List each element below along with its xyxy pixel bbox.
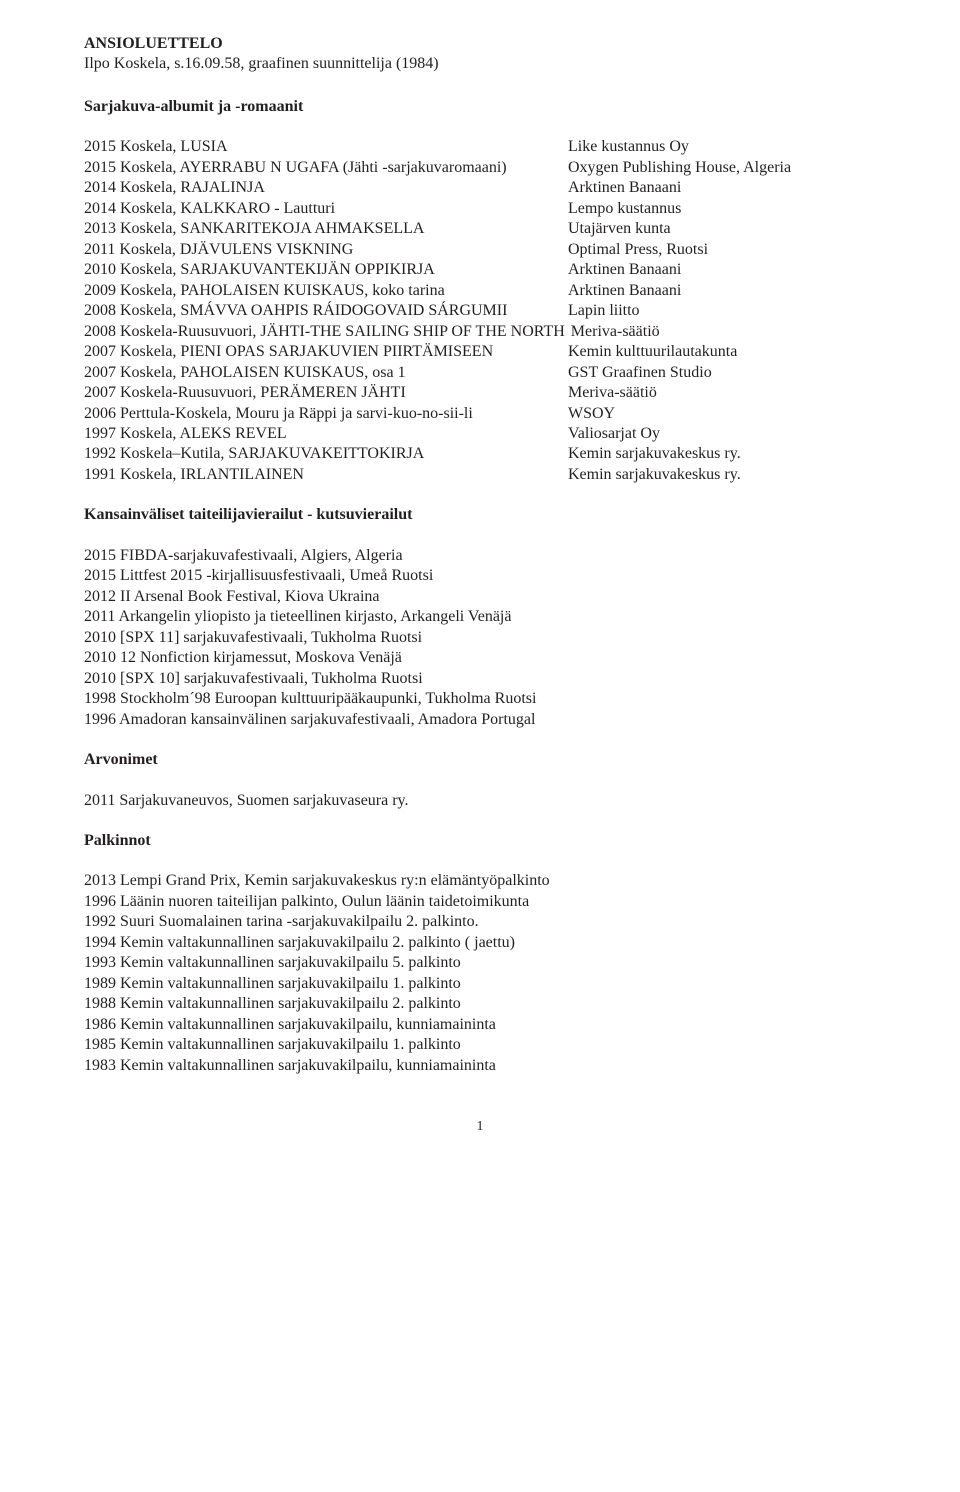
album-publisher: GST Graafinen Studio <box>568 363 876 383</box>
list-item: 1994 Kemin valtakunnallinen sarjakuvakil… <box>84 933 876 953</box>
album-entry: 2008 Koskela, SMÁVVA OAHPIS RÁIDOGOVAID … <box>84 301 568 321</box>
list-item: 2007 Koskela, PAHOLAISEN KUISKAUS, osa 1… <box>84 363 876 383</box>
list-item: 1998 Stockholm´98 Euroopan kulttuuripääk… <box>84 689 876 709</box>
album-entry: 1991 Koskela, IRLANTILAINEN <box>84 465 568 485</box>
list-item: 2009 Koskela, PAHOLAISEN KUISKAUS, koko … <box>84 281 876 301</box>
section-title-visits: Kansainväliset taiteilijavierailut - kut… <box>84 505 876 525</box>
album-entry: 2014 Koskela, KALKKARO - Lautturi <box>84 199 568 219</box>
list-item: 2008 Koskela-Ruusuvuori, JÄHTI-THE SAILI… <box>84 322 876 342</box>
list-item: 1996 Amadoran kansainvälinen sarjakuvafe… <box>84 710 876 730</box>
list-item: 2013 Koskela, SANKARITEKOJA AHMAKSELLAUt… <box>84 219 876 239</box>
list-item: 2014 Koskela, KALKKARO - LautturiLempo k… <box>84 199 876 219</box>
page-number: 1 <box>84 1118 876 1136</box>
section-title-titles: Arvonimet <box>84 750 876 770</box>
album-entry: 2011 Koskela, DJÄVULENS VISKNING <box>84 240 568 260</box>
section-title-awards: Palkinnot <box>84 831 876 851</box>
list-item: 2015 Koskela, AYERRABU N UGAFA (Jähti -s… <box>84 158 876 178</box>
list-item: 1996 Läänin nuoren taiteilijan palkinto,… <box>84 892 876 912</box>
album-publisher: WSOY <box>568 404 876 424</box>
list-item: 2015 Koskela, LUSIALike kustannus Oy <box>84 137 876 157</box>
list-item: 2010 [SPX 10] sarjakuvafestivaali, Tukho… <box>84 669 876 689</box>
albums-list: 2015 Koskela, LUSIALike kustannus Oy2015… <box>84 137 876 485</box>
document-title: ANSIOLUETTELO <box>84 34 876 54</box>
album-publisher: Utajärven kunta <box>568 219 876 239</box>
album-publisher: Lapin liitto <box>568 301 876 321</box>
list-item: 2010 12 Nonfiction kirjamessut, Moskova … <box>84 648 876 668</box>
album-entry: 1997 Koskela, ALEKS REVEL <box>84 424 568 444</box>
list-item: 1992 Koskela–Kutila, SARJAKUVAKEITTOKIRJ… <box>84 444 876 464</box>
album-publisher: Arktinen Banaani <box>568 260 876 280</box>
album-publisher: Arktinen Banaani <box>568 178 876 198</box>
awards-list: 2013 Lempi Grand Prix, Kemin sarjakuvake… <box>84 871 876 1076</box>
album-publisher: Kemin sarjakuvakeskus ry. <box>568 465 876 485</box>
visits-list: 2015 FIBDA-sarjakuvafestivaali, Algiers,… <box>84 546 876 730</box>
album-publisher: Lempo kustannus <box>568 199 876 219</box>
list-item: 1992 Suuri Suomalainen tarina -sarjakuva… <box>84 912 876 932</box>
list-item: 2007 Koskela, PIENI OPAS SARJAKUVIEN PII… <box>84 342 876 362</box>
list-item: 1993 Kemin valtakunnallinen sarjakuvakil… <box>84 953 876 973</box>
album-entry: 2013 Koskela, SANKARITEKOJA AHMAKSELLA <box>84 219 568 239</box>
list-item: 2011 Arkangelin yliopisto ja tieteelline… <box>84 607 876 627</box>
list-item: 2011 Sarjakuvaneuvos, Suomen sarjakuvase… <box>84 791 876 811</box>
list-item: 1986 Kemin valtakunnallinen sarjakuvakil… <box>84 1015 876 1035</box>
album-entry: 2006 Perttula-Koskela, Mouru ja Räppi ja… <box>84 404 568 424</box>
album-publisher: Kemin sarjakuvakeskus ry. <box>568 444 876 464</box>
album-publisher: Optimal Press, Ruotsi <box>568 240 876 260</box>
album-entry: 2015 Koskela, LUSIA <box>84 137 568 157</box>
album-entry: 2015 Koskela, AYERRABU N UGAFA (Jähti -s… <box>84 158 568 178</box>
album-entry: 2010 Koskela, SARJAKUVANTEKIJÄN OPPIKIRJ… <box>84 260 568 280</box>
album-entry: 2008 Koskela-Ruusuvuori, JÄHTI-THE SAILI… <box>84 322 571 342</box>
list-item: 1983 Kemin valtakunnallinen sarjakuvakil… <box>84 1056 876 1076</box>
section-title-albums: Sarjakuva-albumit ja -romaanit <box>84 97 876 117</box>
list-item: 1985 Kemin valtakunnallinen sarjakuvakil… <box>84 1035 876 1055</box>
list-item: 1989 Kemin valtakunnallinen sarjakuvakil… <box>84 974 876 994</box>
list-item: 2010 [SPX 11] sarjakuvafestivaali, Tukho… <box>84 628 876 648</box>
album-publisher: Like kustannus Oy <box>568 137 876 157</box>
list-item: 2012 II Arsenal Book Festival, Kiova Ukr… <box>84 587 876 607</box>
list-item: 2015 Littfest 2015 -kirjallisuusfestivaa… <box>84 566 876 586</box>
titles-list: 2011 Sarjakuvaneuvos, Suomen sarjakuvase… <box>84 791 876 811</box>
list-item: 1997 Koskela, ALEKS REVELValiosarjat Oy <box>84 424 876 444</box>
list-item: 1991 Koskela, IRLANTILAINENKemin sarjaku… <box>84 465 876 485</box>
album-entry: 2014 Koskela, RAJALINJA <box>84 178 568 198</box>
album-entry: 2009 Koskela, PAHOLAISEN KUISKAUS, koko … <box>84 281 568 301</box>
list-item: 2006 Perttula-Koskela, Mouru ja Räppi ja… <box>84 404 876 424</box>
album-publisher: Kemin kulttuurilautakunta <box>568 342 876 362</box>
album-publisher: Meriva-säätiö <box>568 383 876 403</box>
list-item: 2011 Koskela, DJÄVULENS VISKNINGOptimal … <box>84 240 876 260</box>
list-item: 2007 Koskela-Ruusuvuori, PERÄMEREN JÄHTI… <box>84 383 876 403</box>
list-item: 2010 Koskela, SARJAKUVANTEKIJÄN OPPIKIRJ… <box>84 260 876 280</box>
document-subtitle: Ilpo Koskela, s.16.09.58, graafinen suun… <box>84 54 876 74</box>
list-item: 2015 FIBDA-sarjakuvafestivaali, Algiers,… <box>84 546 876 566</box>
album-entry: 2007 Koskela-Ruusuvuori, PERÄMEREN JÄHTI <box>84 383 568 403</box>
list-item: 2014 Koskela, RAJALINJAArktinen Banaani <box>84 178 876 198</box>
list-item: 1988 Kemin valtakunnallinen sarjakuvakil… <box>84 994 876 1014</box>
list-item: 2013 Lempi Grand Prix, Kemin sarjakuvake… <box>84 871 876 891</box>
list-item: 2008 Koskela, SMÁVVA OAHPIS RÁIDOGOVAID … <box>84 301 876 321</box>
album-publisher: Meriva-säätiö <box>571 322 876 342</box>
album-publisher: Oxygen Publishing House, Algeria <box>568 158 876 178</box>
album-entry: 2007 Koskela, PAHOLAISEN KUISKAUS, osa 1 <box>84 363 568 383</box>
album-publisher: Valiosarjat Oy <box>568 424 876 444</box>
album-entry: 1992 Koskela–Kutila, SARJAKUVAKEITTOKIRJ… <box>84 444 568 464</box>
album-entry: 2007 Koskela, PIENI OPAS SARJAKUVIEN PII… <box>84 342 568 362</box>
album-publisher: Arktinen Banaani <box>568 281 876 301</box>
